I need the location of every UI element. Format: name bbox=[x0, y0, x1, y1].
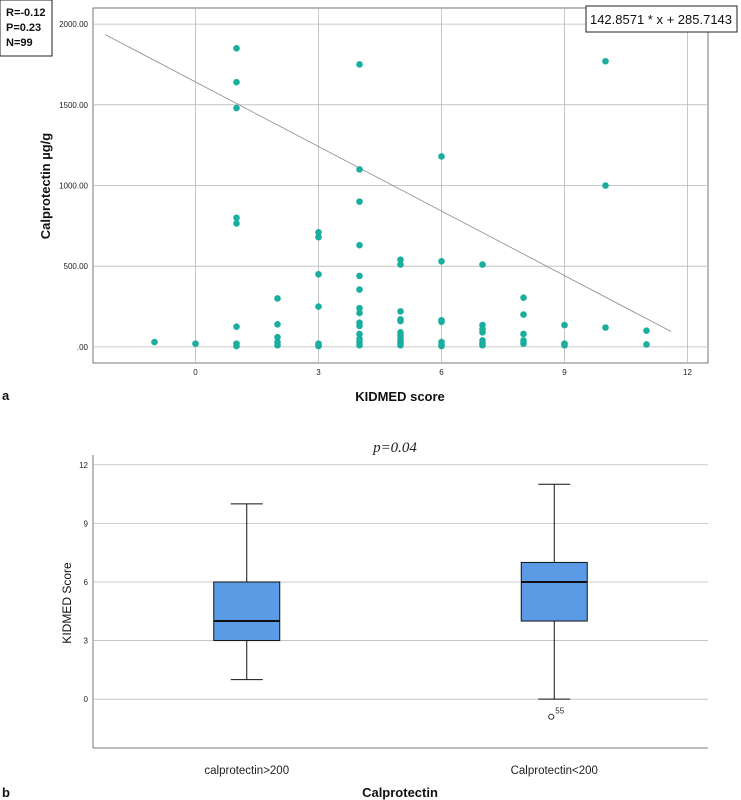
scatter-point bbox=[356, 330, 363, 338]
scatter-point bbox=[356, 166, 363, 173]
stats-r: R=-0.12 bbox=[6, 7, 45, 19]
scatter-point bbox=[356, 322, 363, 330]
scatter-point bbox=[315, 228, 322, 236]
scatter-point bbox=[356, 241, 363, 249]
stats-box bbox=[0, 0, 53, 57]
scatter-point bbox=[643, 341, 650, 348]
p-value-title: p=0.04 bbox=[372, 440, 417, 456]
scatter-point bbox=[233, 214, 240, 222]
scatter-point bbox=[356, 286, 363, 293]
scatter-point bbox=[643, 327, 650, 335]
scatter-point bbox=[602, 57, 609, 65]
scatter-y-tick-label: 1000.00 bbox=[59, 182, 88, 191]
scatter-x-tick-label: 9 bbox=[562, 368, 567, 377]
box-iqr bbox=[520, 561, 588, 622]
scatter-point bbox=[356, 61, 363, 68]
boxplot-y-tick-label: 3 bbox=[84, 637, 89, 646]
scatter-point bbox=[397, 261, 404, 268]
boxplot-y-tick-label: 9 bbox=[84, 519, 89, 528]
scatter-point bbox=[561, 321, 568, 329]
scatter-point bbox=[274, 295, 281, 302]
scatter-point bbox=[315, 303, 322, 310]
scatter-point bbox=[315, 342, 322, 350]
scatter-point bbox=[233, 78, 240, 86]
scatter-point bbox=[602, 324, 609, 331]
scatter-point bbox=[151, 338, 158, 346]
scatter-point bbox=[561, 341, 568, 349]
scatter-point bbox=[233, 342, 240, 350]
scatter-point bbox=[192, 340, 199, 347]
scatter-point bbox=[397, 308, 404, 315]
panel-label-a: a bbox=[2, 388, 10, 403]
scatter-point bbox=[520, 311, 527, 318]
scatter-y-tick-label: 2000.00 bbox=[59, 20, 88, 29]
regression-equation: 142.8571 * x + 285.7143 bbox=[590, 12, 732, 27]
boxplot-y-axis-title: KIDMED Score bbox=[60, 562, 74, 644]
boxplot-panel: p=0.04 0 3 6 9 12 55 calprotectin>200 Calprot… bbox=[2, 440, 708, 800]
box-outlier-marker bbox=[548, 713, 555, 720]
scatter-point bbox=[233, 323, 240, 330]
scatter-point bbox=[233, 45, 240, 52]
regression-line bbox=[105, 34, 672, 332]
boxplot-y-tick-label: 12 bbox=[79, 461, 88, 470]
scatter-point bbox=[438, 153, 445, 160]
scatter-point bbox=[233, 104, 240, 112]
scatter-y-tick-label: 1500.00 bbox=[59, 101, 88, 110]
scatter-panel: .00 500.00 1000.00 1500.00 2000.00 0 3 6 9 12 R=… bbox=[0, 0, 738, 404]
scatter-point bbox=[356, 304, 363, 312]
scatter-point bbox=[479, 341, 486, 349]
scatter-y-tick-label: .00 bbox=[77, 343, 89, 352]
scatter-point bbox=[274, 333, 281, 341]
scatter-point bbox=[520, 330, 527, 338]
scatter-point bbox=[602, 182, 609, 189]
scatter-point bbox=[438, 258, 445, 265]
boxplot-y-tick-label: 6 bbox=[84, 578, 89, 587]
scatter-x-tick-label: 3 bbox=[316, 368, 321, 377]
scatter-point bbox=[233, 220, 240, 227]
scatter-point bbox=[315, 270, 322, 278]
stats-p: P=0.23 bbox=[6, 22, 41, 34]
scatter-point bbox=[356, 309, 363, 317]
boxplot-x-axis-title: Calprotectin bbox=[362, 785, 438, 800]
scatter-point bbox=[479, 261, 486, 268]
scatter-point bbox=[397, 341, 404, 349]
scatter-y-tick-label: 500.00 bbox=[64, 262, 89, 271]
boxplot-category-label: calprotectin>200 bbox=[204, 765, 289, 777]
panel-label-b: b bbox=[2, 785, 10, 800]
scatter-x-tick-label: 0 bbox=[193, 368, 198, 377]
scatter-x-tick-label: 12 bbox=[683, 368, 692, 377]
scatter-point bbox=[356, 272, 363, 280]
scatter-point bbox=[274, 320, 281, 328]
boxplot-y-tick-label: 0 bbox=[84, 695, 89, 704]
scatter-point bbox=[479, 329, 486, 336]
scatter-point bbox=[315, 233, 322, 241]
stats-n: N=99 bbox=[6, 37, 33, 49]
box-outlier-label: 55 bbox=[555, 707, 564, 716]
boxplot-category-label: Calprotectin<200 bbox=[511, 765, 598, 777]
equation-box bbox=[585, 5, 738, 33]
scatter-point bbox=[356, 198, 363, 205]
scatter-point bbox=[520, 340, 527, 347]
scatter-point bbox=[397, 317, 404, 325]
scatter-x-tick-label: 6 bbox=[439, 368, 444, 377]
scatter-point bbox=[438, 342, 445, 350]
scatter-point bbox=[438, 318, 445, 326]
scatter-y-axis-title: Calprotectin µg/g bbox=[38, 133, 53, 239]
scatter-point bbox=[274, 341, 281, 349]
scatter-x-axis-title: KIDMED score bbox=[355, 389, 445, 404]
scatter-point bbox=[356, 341, 363, 349]
box-iqr bbox=[213, 581, 281, 642]
scatter-point bbox=[397, 256, 404, 264]
scatter-point bbox=[520, 294, 527, 301]
